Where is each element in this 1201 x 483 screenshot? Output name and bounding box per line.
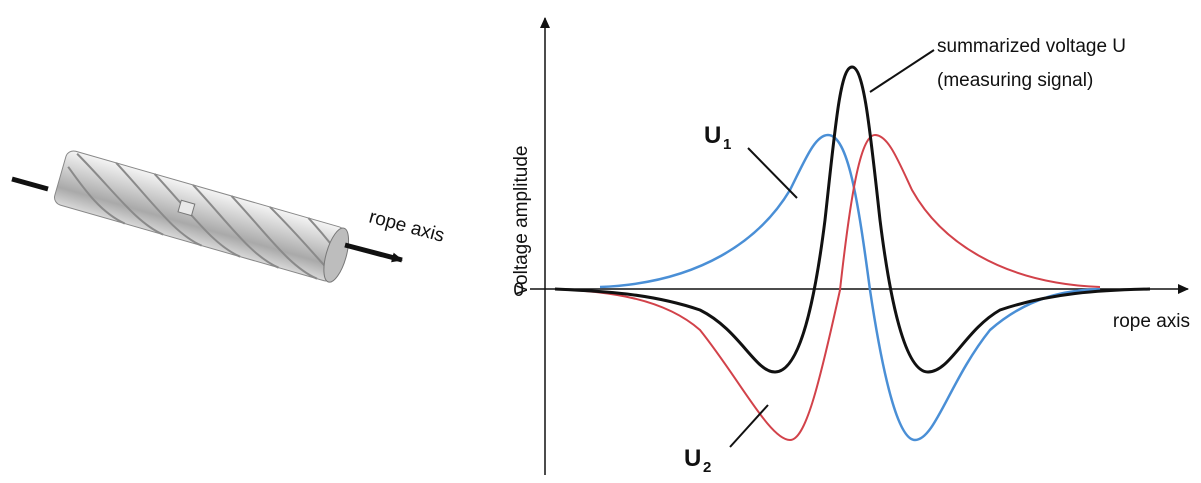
u1-curve	[599, 133, 1101, 442]
rope-defect	[177, 199, 196, 217]
u1-label: U	[704, 122, 721, 149]
zero-label: 0	[513, 280, 524, 301]
u2-curve	[559, 133, 1101, 442]
sum-curve	[554, 65, 1151, 374]
rope-illustration: rope axis	[11, 150, 447, 283]
sum-label-line1: summarized voltage U	[937, 36, 1126, 57]
plot: voltage amplitude 0 rope axis summarized…	[511, 17, 1190, 476]
u2-leader	[729, 404, 769, 448]
u1-leader	[747, 147, 798, 199]
rope-axis-label: rope axis	[367, 207, 447, 247]
x-axis-label: rope axis	[1113, 311, 1190, 332]
sum-label-line2: (measuring signal)	[937, 70, 1093, 91]
u2-subscript: 2	[703, 459, 711, 476]
rope-axis-arrow	[344, 242, 403, 263]
rope-body	[54, 150, 346, 282]
rope-end	[323, 227, 350, 283]
u2-label: U	[684, 445, 701, 472]
sum-leader	[869, 49, 935, 93]
rope-axis-left	[11, 176, 49, 192]
u1-subscript: 1	[723, 136, 731, 153]
y-axis-label: voltage amplitude	[511, 146, 532, 295]
